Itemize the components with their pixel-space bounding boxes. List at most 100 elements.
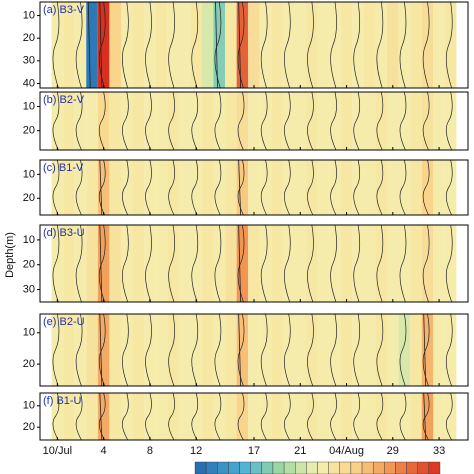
contour xyxy=(260,224,268,303)
contour xyxy=(423,313,427,387)
contour xyxy=(238,159,242,216)
contour xyxy=(445,392,453,441)
heat-cell xyxy=(294,160,307,215)
contour xyxy=(399,1,407,89)
contour xyxy=(122,224,129,303)
heat-cell xyxy=(294,225,307,302)
heat-cell xyxy=(167,314,179,386)
contour xyxy=(307,313,314,387)
heat-cell xyxy=(248,2,260,88)
heat-cell xyxy=(248,225,260,302)
heat-cell xyxy=(444,393,457,440)
colorbar-cell xyxy=(228,461,240,474)
heat-cell xyxy=(421,160,434,215)
contour xyxy=(330,224,337,303)
heat-cell xyxy=(51,2,64,88)
contour xyxy=(399,392,407,441)
heat-cell xyxy=(433,92,445,150)
heat-cell xyxy=(421,393,434,440)
contour xyxy=(52,392,60,441)
colorbar-cell xyxy=(272,461,285,474)
heat-cell xyxy=(97,314,110,386)
contour xyxy=(283,91,291,151)
heat-cell xyxy=(444,314,457,386)
contour xyxy=(260,1,268,89)
contour xyxy=(307,159,314,216)
heat-cell xyxy=(86,2,98,88)
contour xyxy=(214,392,222,441)
colorbar-cell xyxy=(283,461,296,474)
heat-cell xyxy=(329,2,341,88)
colorbar-cell xyxy=(239,461,251,474)
heat-cell xyxy=(225,225,237,302)
heat-cell xyxy=(248,393,260,440)
heat-cell xyxy=(63,225,75,302)
heat-cell xyxy=(213,160,226,215)
contour xyxy=(376,392,384,441)
heat-cell xyxy=(132,314,145,386)
heat-cell xyxy=(109,2,121,88)
contour xyxy=(214,91,222,151)
heat-cell xyxy=(178,2,191,88)
heat-cell xyxy=(109,393,121,440)
heat-cell xyxy=(74,393,87,440)
heat-cell xyxy=(329,225,341,302)
contour xyxy=(422,159,430,216)
heat-cell xyxy=(97,225,110,302)
heat-cell xyxy=(433,160,445,215)
contour xyxy=(238,1,242,89)
heat-cell xyxy=(51,160,64,215)
heat-cell xyxy=(259,2,272,88)
heat-cell xyxy=(306,2,318,88)
colorbar-cell xyxy=(306,461,318,474)
contour xyxy=(445,313,453,387)
contour xyxy=(376,91,384,151)
heat-cell xyxy=(109,225,121,302)
heat-cell xyxy=(306,160,318,215)
heat-cell xyxy=(167,2,179,88)
heat-cell xyxy=(363,393,376,440)
heat-cell xyxy=(201,393,214,440)
heat-cell xyxy=(120,92,133,150)
heat-cell xyxy=(259,92,272,150)
contour xyxy=(98,91,106,151)
contour xyxy=(191,313,199,387)
contour xyxy=(376,313,384,387)
heat-cell xyxy=(178,92,191,150)
heat-cell xyxy=(120,225,133,302)
heat-cell xyxy=(63,2,75,88)
heat-cell xyxy=(433,314,445,386)
heat-cell xyxy=(155,2,168,88)
heat-cell xyxy=(109,92,121,150)
heat-cell xyxy=(398,225,411,302)
colorbar-cell xyxy=(395,461,407,474)
heat-cell xyxy=(410,92,422,150)
colorbar-cell xyxy=(361,461,374,474)
heat-cell xyxy=(51,92,64,150)
heat-cell xyxy=(144,160,156,215)
contour xyxy=(214,159,222,216)
y-tick-label: 20 xyxy=(23,358,35,370)
heat-cell xyxy=(213,393,226,440)
heat-cell xyxy=(178,314,191,386)
heat-cell xyxy=(329,393,341,440)
contour xyxy=(75,159,83,216)
contour xyxy=(237,91,245,151)
heat-cell xyxy=(294,2,307,88)
contour xyxy=(75,224,83,303)
heat-cell xyxy=(74,160,87,215)
heat-cell xyxy=(444,225,457,302)
heat-cell xyxy=(97,92,110,150)
contour xyxy=(399,91,407,151)
contour xyxy=(399,159,407,216)
y-tick-label: 30 xyxy=(23,283,35,295)
heat-cell xyxy=(294,314,307,386)
heat-cell xyxy=(398,314,411,386)
heat-cell xyxy=(97,2,110,88)
heat-cell xyxy=(213,92,226,150)
heat-cell xyxy=(86,393,98,440)
heat-cell xyxy=(282,160,295,215)
heat-cell xyxy=(271,2,283,88)
contour xyxy=(307,1,314,89)
colorbar-cell xyxy=(350,461,363,474)
